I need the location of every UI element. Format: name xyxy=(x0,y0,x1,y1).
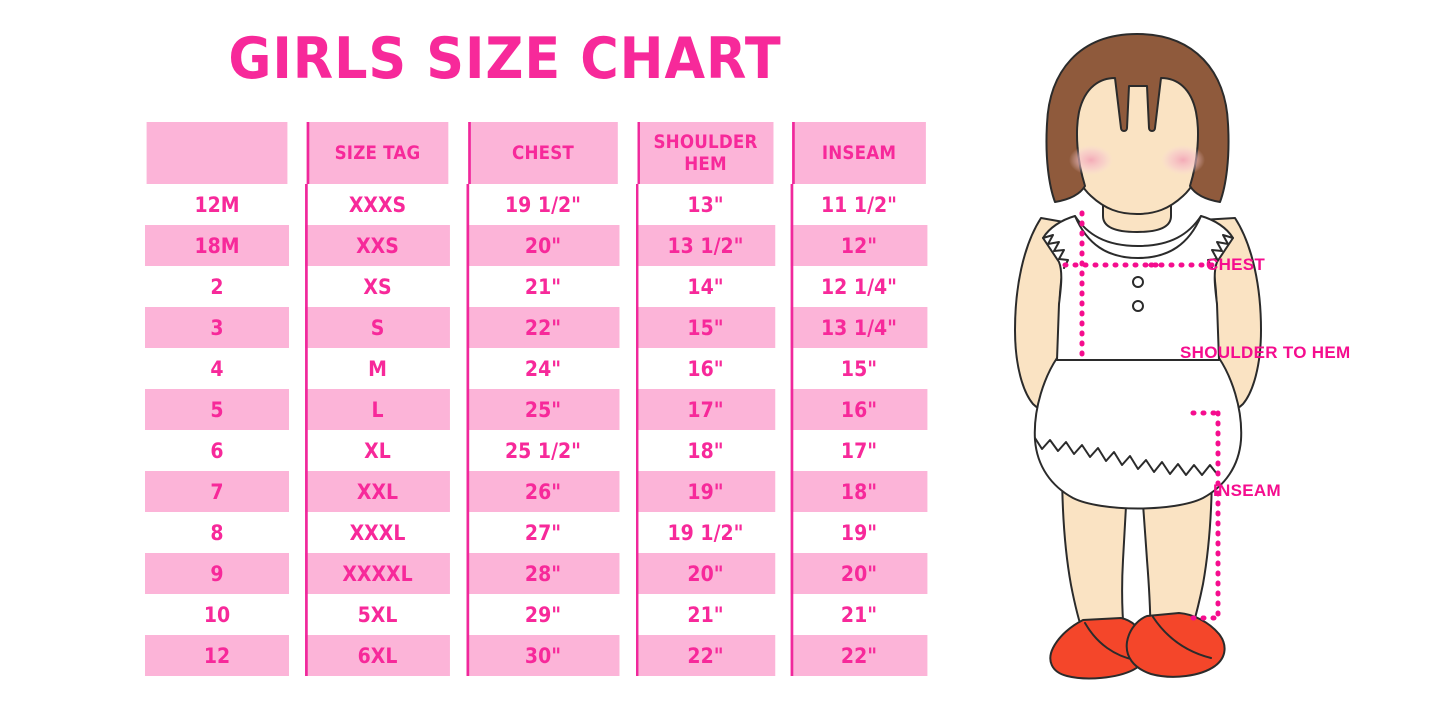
size-chart-table: SIZE TAG CHEST SHOULDER HEM INSEAM 12M XX… xyxy=(137,122,935,676)
table-header: SIZE TAG CHEST SHOULDER HEM INSEAM xyxy=(137,122,935,184)
shoulder-to-hem-measurement-label: SHOULDER TO HEM xyxy=(1180,343,1351,362)
cell-inseam: 22" xyxy=(790,635,928,676)
cell-size: 5 xyxy=(145,389,289,430)
cell-size-tag: 5XL xyxy=(305,594,450,635)
cell-shoulder-hem: 14" xyxy=(635,266,776,307)
cell-size-tag: XXXL xyxy=(305,512,450,553)
cell-size: 8 xyxy=(145,512,289,553)
cell-chest: 24" xyxy=(466,348,620,389)
cell-size-tag: XS xyxy=(305,266,450,307)
cell-size-tag: XL xyxy=(305,430,450,471)
cell-inseam: 16" xyxy=(790,389,928,430)
skirt xyxy=(1033,357,1243,510)
cell-inseam: 12 1/4" xyxy=(790,266,928,307)
cell-size: 9 xyxy=(145,553,289,594)
cell-shoulder-hem: 13" xyxy=(635,184,776,225)
cell-inseam: 17" xyxy=(790,430,928,471)
top xyxy=(1042,215,1234,361)
cell-chest: 29" xyxy=(466,594,620,635)
cell-inseam: 12" xyxy=(790,225,928,266)
cell-chest: 25" xyxy=(466,389,620,430)
column-header-shoulder-hem: SHOULDER HEM xyxy=(637,122,774,184)
table-row: 6 XL 25 1/2" 18" 17" xyxy=(137,430,935,471)
cell-shoulder-hem: 13 1/2" xyxy=(635,225,776,266)
table-row: 4 M 24" 16" 15" xyxy=(137,348,935,389)
table-row: 12 6XL 30" 22" 22" xyxy=(137,635,935,676)
table-row: 8 XXXL 27" 19 1/2" 19" xyxy=(137,512,935,553)
cell-shoulder-hem: 22" xyxy=(635,635,776,676)
cell-inseam: 15" xyxy=(790,348,928,389)
cell-chest: 30" xyxy=(466,635,620,676)
table-row: 9 XXXXL 28" 20" 20" xyxy=(137,553,935,594)
cell-size: 7 xyxy=(145,471,289,512)
shoes xyxy=(1049,612,1226,680)
table-body: 12M XXXS 19 1/2" 13" 11 1/2" 18M XXS 20" 13 1/2"… xyxy=(137,184,935,676)
cell-size-tag: XXXS xyxy=(305,184,450,225)
cell-shoulder-hem: 18" xyxy=(635,430,776,471)
table-row: 10 5XL 29" 21" 21" xyxy=(137,594,935,635)
cell-inseam: 21" xyxy=(790,594,928,635)
cell-size: 18M xyxy=(145,225,289,266)
cell-size: 2 xyxy=(145,266,289,307)
cell-size-tag: S xyxy=(305,307,450,348)
cell-shoulder-hem: 19" xyxy=(635,471,776,512)
table-row: 2 XS 21" 14" 12 1/4" xyxy=(137,266,935,307)
chest-measurement-label: CHEST xyxy=(1206,255,1266,274)
cell-size-tag: M xyxy=(305,348,450,389)
blush xyxy=(1069,145,1205,175)
table-row: 18M XXS 20" 13 1/2" 12" xyxy=(137,225,935,266)
cell-size: 12M xyxy=(145,184,289,225)
cell-size-tag: XXL xyxy=(305,471,450,512)
cell-size-tag: XXXXL xyxy=(305,553,450,594)
measurement-lines xyxy=(1062,210,1218,361)
cell-chest: 22" xyxy=(466,307,620,348)
cell-inseam: 20" xyxy=(790,553,928,594)
cell-inseam: 11 1/2" xyxy=(790,184,928,225)
cell-chest: 21" xyxy=(466,266,620,307)
column-header-chest: CHEST xyxy=(468,122,618,184)
column-header-size xyxy=(146,122,288,184)
cell-shoulder-hem: 19 1/2" xyxy=(635,512,776,553)
cell-size: 4 xyxy=(145,348,289,389)
cell-chest: 19 1/2" xyxy=(466,184,620,225)
table-row: 3 S 22" 15" 13 1/4" xyxy=(137,307,935,348)
inseam-measurement-label: INSEAM xyxy=(1213,481,1281,500)
cell-size: 12 xyxy=(145,635,289,676)
inseam-bracket xyxy=(1190,410,1224,621)
table-row: 12M XXXS 19 1/2" 13" 11 1/2" xyxy=(137,184,935,225)
cell-shoulder-hem: 21" xyxy=(635,594,776,635)
cell-chest: 20" xyxy=(466,225,620,266)
cell-size: 6 xyxy=(145,430,289,471)
cell-shoulder-hem: 20" xyxy=(635,553,776,594)
cell-size-tag: 6XL xyxy=(305,635,450,676)
cell-shoulder-hem: 16" xyxy=(635,348,776,389)
table-row: 7 XXL 26" 19" 18" xyxy=(137,471,935,512)
column-header-size-tag: SIZE TAG xyxy=(306,122,449,184)
cell-size-tag: L xyxy=(305,389,450,430)
column-header-inseam: INSEAM xyxy=(792,122,926,184)
cell-chest: 25 1/2" xyxy=(466,430,620,471)
cell-chest: 28" xyxy=(466,553,620,594)
cell-shoulder-hem: 15" xyxy=(635,307,776,348)
page-title: GIRLS SIZE CHART xyxy=(228,26,782,92)
cell-size: 10 xyxy=(145,594,289,635)
table-row: 5 L 25" 17" 16" xyxy=(137,389,935,430)
cell-size-tag: XXS xyxy=(305,225,450,266)
cell-inseam: 18" xyxy=(790,471,928,512)
cell-shoulder-hem: 17" xyxy=(635,389,776,430)
cell-chest: 26" xyxy=(466,471,620,512)
cell-inseam: 13 1/4" xyxy=(790,307,928,348)
cell-inseam: 19" xyxy=(790,512,928,553)
cell-size: 3 xyxy=(145,307,289,348)
table-header-row: SIZE TAG CHEST SHOULDER HEM INSEAM xyxy=(137,122,935,184)
cell-chest: 27" xyxy=(466,512,620,553)
hair xyxy=(1045,33,1230,203)
girl-illustration xyxy=(975,20,1445,710)
